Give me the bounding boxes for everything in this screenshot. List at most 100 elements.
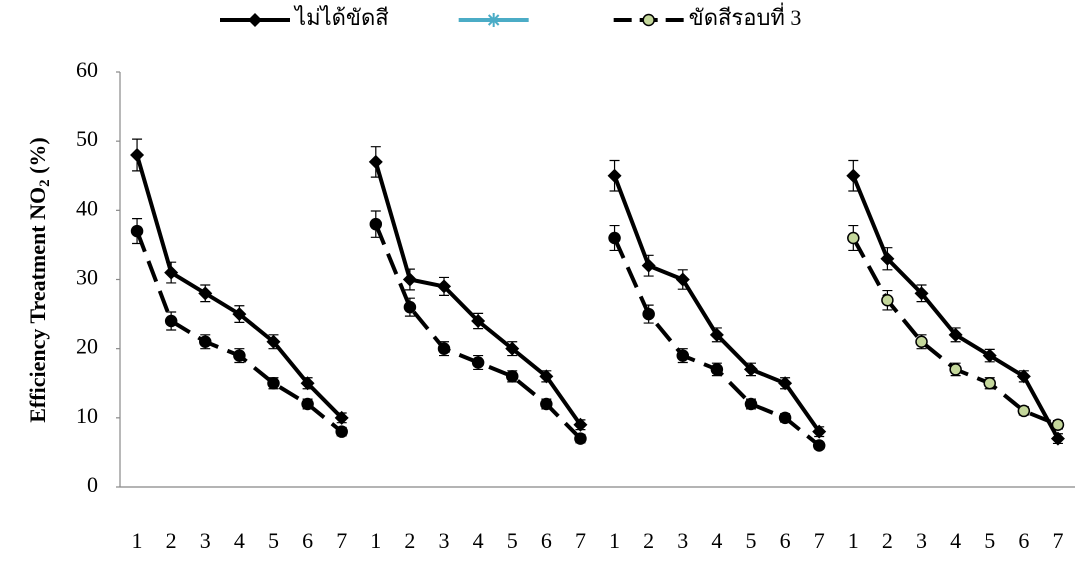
data-point [1051,418,1065,431]
data-point [130,224,144,238]
data-point [471,314,486,328]
data-point [915,335,928,348]
x-tick-label: 2 [643,528,654,553]
data-point [778,376,793,391]
data-point [744,397,758,411]
data-point [267,377,280,390]
x-tick-label: 4 [711,528,722,553]
x-tick-label: 7 [814,528,825,553]
data-point [130,148,145,162]
data-point [710,363,724,376]
x-tick-label: 5 [984,528,995,553]
data-point [300,376,315,391]
data-point [164,265,179,280]
x-tick-label: 4 [950,528,961,553]
y-tick-label: 50 [76,126,98,151]
x-tick-label: 3 [916,528,927,553]
legend-label: ไม่ได้ขัดสี [293,5,389,30]
data-point [948,327,963,342]
data-point [573,417,588,432]
data-point [880,251,895,266]
data-point [471,356,485,369]
x-tick-label: 1 [132,528,143,553]
y-tick-label: 30 [76,265,98,290]
y-tick-label: 40 [76,195,98,220]
y-tick-label: 60 [76,57,98,82]
x-tick-label: 1 [609,528,620,553]
data-point [743,362,758,377]
x-tick-label: 2 [404,528,415,553]
legend-label: ขัดสีรอบที่ 3 [689,2,802,30]
series-line [851,174,1060,440]
data-point [505,341,520,356]
y-label-text: Efficiency Treatment NO [25,187,50,423]
data-point [642,307,655,321]
x-tick-label: 2 [882,528,893,553]
data-point [403,300,417,314]
data-point [846,168,861,183]
x-tick-label: 2 [166,528,177,553]
y-label-sub: 2 [37,179,53,187]
data-point [1050,431,1065,446]
x-tick-label: 6 [541,528,552,553]
x-tick-label: 1 [370,528,381,553]
x-tick-label: 1 [848,528,859,553]
x-tick-label: 6 [1018,528,1029,553]
data-point [368,154,383,169]
data-point [949,363,962,376]
data-point [539,369,554,384]
data-point [335,425,348,438]
data-point [881,294,894,307]
data-point [198,286,213,301]
data-point [540,397,553,411]
data-point [199,335,212,348]
data-point [1017,404,1031,418]
data-point [505,370,519,383]
data-point [301,397,314,411]
legend-marker [642,13,655,27]
data-point [334,410,349,425]
y-tick-label: 10 [76,403,98,428]
data-point [983,377,996,390]
data-point [641,258,656,273]
data-point [982,348,997,363]
data-point [608,231,621,245]
x-tick-label: 5 [268,528,279,553]
data-point [266,334,281,349]
data-point [369,217,383,231]
data-point [675,272,690,287]
x-tick-label: 4 [473,528,484,553]
x-tick-label: 7 [575,528,586,553]
x-tick-label: 3 [677,528,688,553]
y-label-text: (%) [25,137,50,179]
data-point [812,439,826,452]
x-tick-label: 4 [234,528,245,553]
data-point [574,432,587,445]
data-point [676,349,690,362]
data-point [402,272,417,287]
data-point [709,327,724,342]
x-tick-label: 3 [200,528,211,553]
data-point [437,342,451,355]
data-point [437,279,452,294]
data-point [914,286,929,301]
x-tick-label: 3 [439,528,450,553]
data-point [1016,369,1031,384]
data-point [778,411,792,425]
series-line [373,161,583,426]
legend-marker [248,13,262,27]
y-axis-label: Efficiency Treatment NO2 (%) [25,137,53,423]
x-tick-label: 6 [302,528,313,553]
legend-marker [486,13,501,27]
y-tick-label: 0 [87,472,98,497]
data-point [847,231,860,245]
data-point [233,349,246,362]
y-tick-label: 20 [76,334,98,359]
x-tick-label: 7 [1052,528,1063,553]
series-line [135,154,344,420]
x-tick-label: 7 [336,528,347,553]
data-point [812,424,827,439]
data-point [607,168,622,183]
x-tick-label: 5 [507,528,518,553]
